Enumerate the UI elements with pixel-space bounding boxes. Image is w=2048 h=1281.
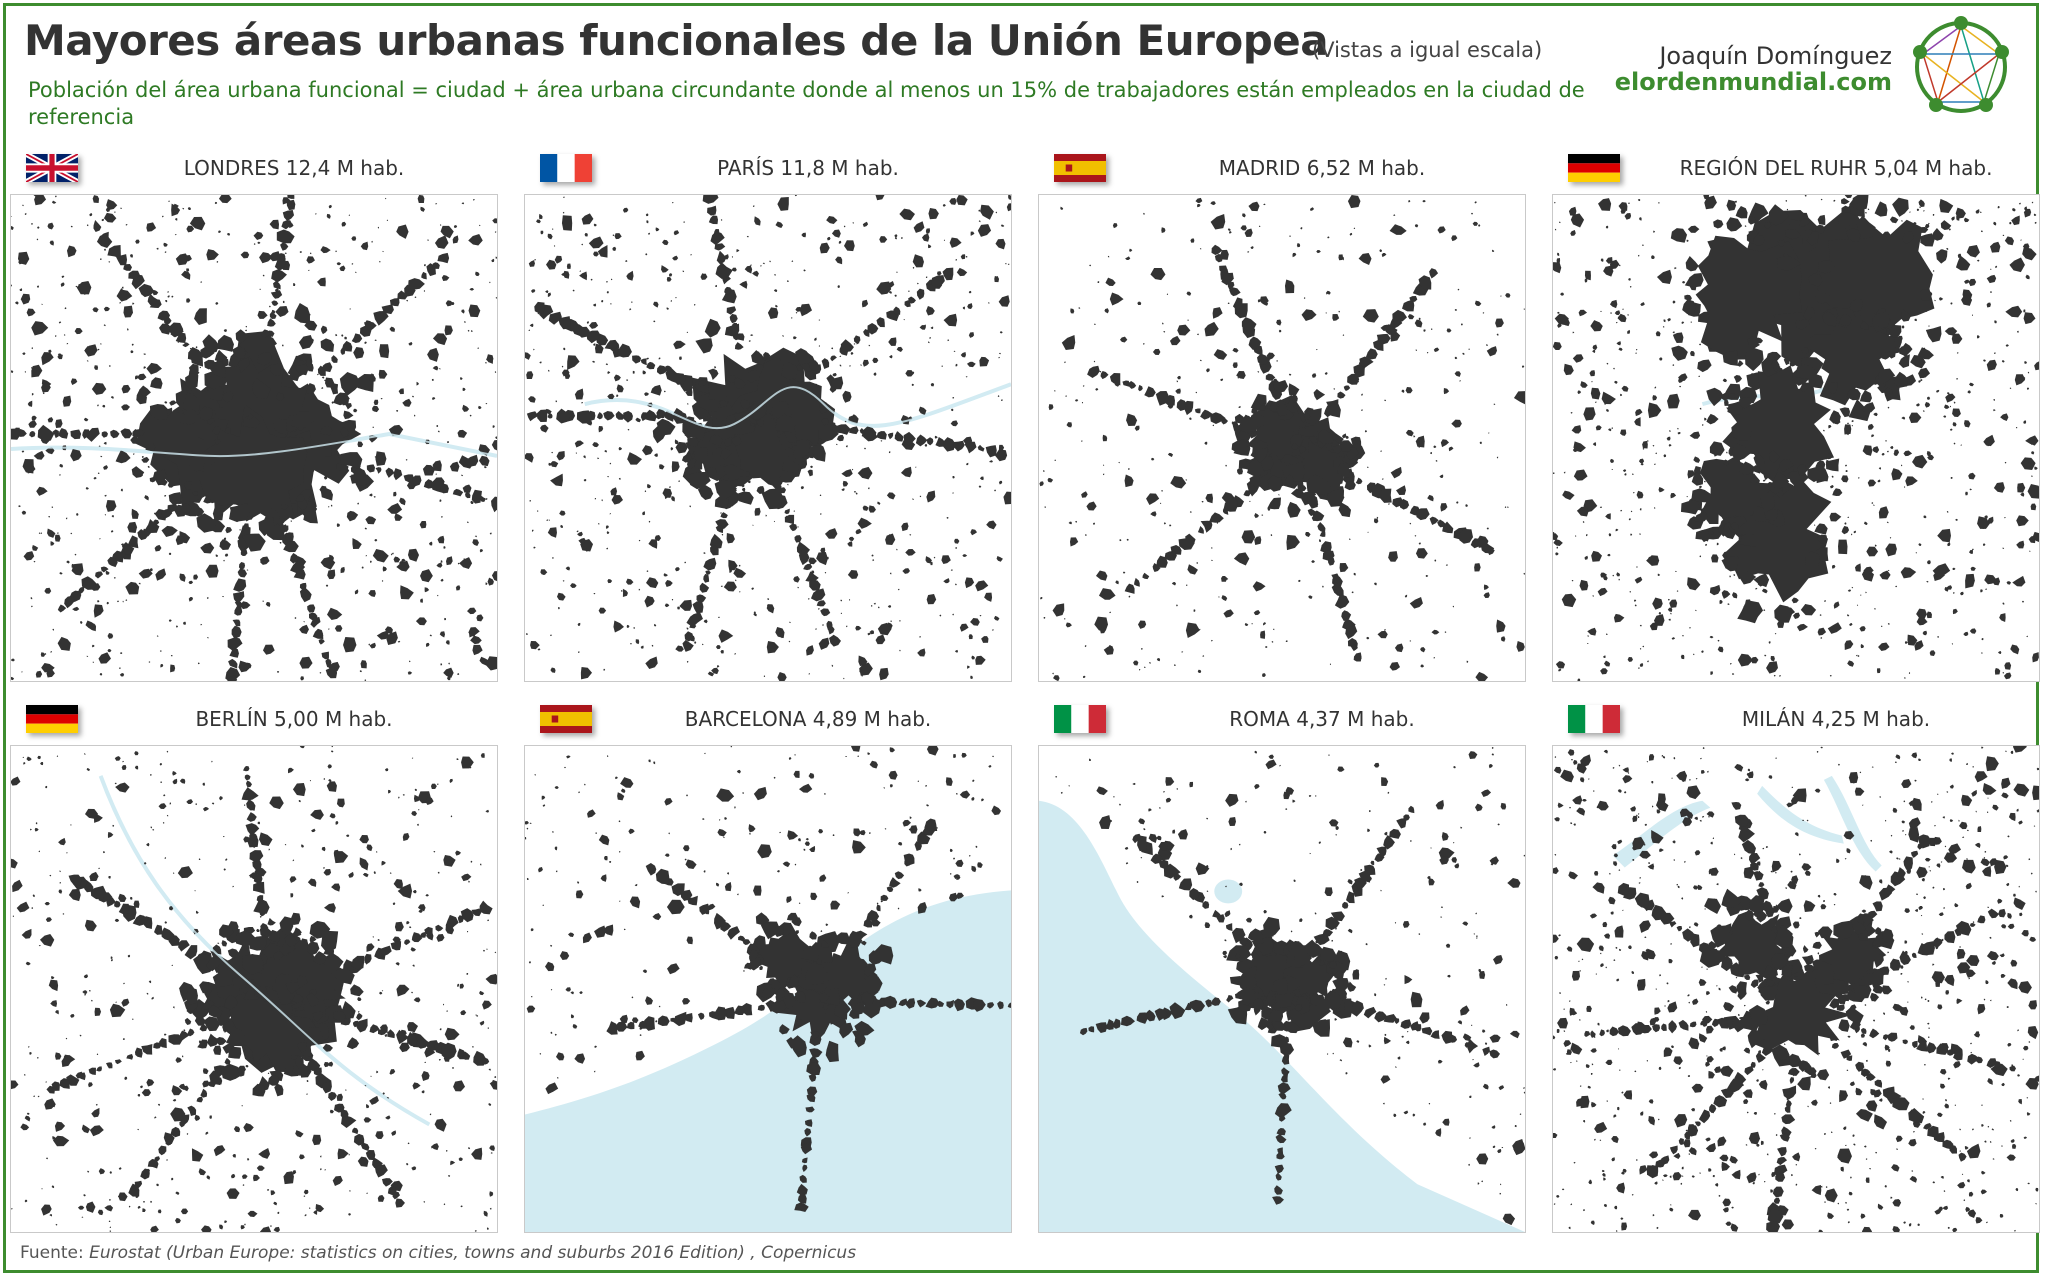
city-panel-ruhr: REGIÓN DEL RUHR 5,04 M hab.: [1552, 150, 2040, 682]
author-name: Joaquín Domínguez: [1659, 42, 1892, 70]
city-label: MADRID 6,52 M hab.: [1218, 156, 1426, 180]
city-label: LONDRES 12,4 M hab.: [183, 156, 405, 180]
city-label: PARÍS 11,8 M hab.: [717, 156, 899, 180]
city-map: [524, 745, 1012, 1233]
city-panel-londres: LONDRES 12,4 M hab.: [10, 150, 498, 682]
spain-flag-icon: [1054, 154, 1106, 182]
source-prefix: Fuente:: [20, 1243, 90, 1263]
city-panel-berlin: BERLÍN 5,00 M hab.: [10, 701, 498, 1233]
italy-flag-icon: [1054, 705, 1106, 733]
city-map: [524, 194, 1012, 682]
city-panel-milan: MILÁN 4,25 M hab.: [1552, 701, 2040, 1233]
source-text: Eurostat (Urban Europe: statistics on ci…: [89, 1243, 857, 1263]
city-map: [1552, 745, 2040, 1233]
site-name: elordenmundial.com: [1614, 68, 1892, 96]
city-map: [1038, 194, 1526, 682]
city-label: ROMA 4,37 M hab.: [1229, 707, 1415, 731]
city-label: BARCELONA 4,89 M hab.: [684, 707, 932, 731]
germany-flag-icon: [26, 705, 78, 733]
france-flag-icon: [540, 154, 592, 182]
city-panel-madrid: MADRID 6,52 M hab.: [1038, 150, 1526, 682]
city-label: REGIÓN DEL RUHR 5,04 M hab.: [1679, 156, 1993, 180]
spain-flag-icon: [540, 705, 592, 733]
elordenmundial-logo-icon: [1913, 16, 2009, 113]
italy-flag-icon: [1568, 705, 1620, 733]
page-subtitle: Población del área urbana funcional = ci…: [28, 78, 1585, 129]
city-panel-barcelona: BARCELONA 4,89 M hab.: [524, 701, 1012, 1233]
source-note: Fuente: Eurostat (Urban Europe: statisti…: [20, 1243, 856, 1263]
germany-flag-icon: [1568, 154, 1620, 182]
uk-flag-icon: [26, 154, 78, 182]
scale-note: (Vistas a igual escala): [1312, 38, 1543, 62]
city-panel-roma: ROMA 4,37 M hab.: [1038, 701, 1526, 1233]
city-label: BERLÍN 5,00 M hab.: [195, 707, 393, 731]
city-map: [10, 745, 498, 1233]
page-title: Mayores áreas urbanas funcionales de la …: [24, 16, 1329, 65]
city-panel-paris: PARÍS 11,8 M hab.: [524, 150, 1012, 682]
city-map: [1038, 745, 1526, 1233]
city-label: MILÁN 4,25 M hab.: [1741, 707, 1931, 731]
city-map: [1552, 194, 2040, 682]
city-map: [10, 194, 498, 682]
